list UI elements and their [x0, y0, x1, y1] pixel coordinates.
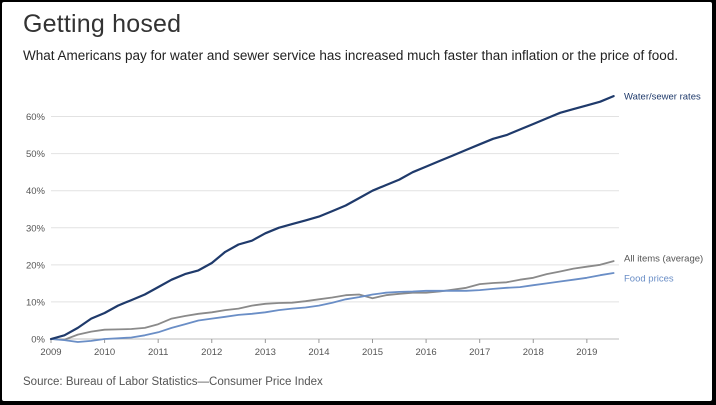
x-axis-ticks: 2009 2010 2011 2012 2013 2014 2015 2016 2017 2018… — [40, 339, 597, 358]
y-tick-label: 40% — [26, 186, 46, 197]
source-note: Source: Bureau of Labor Statistics—Consu… — [23, 376, 323, 388]
water-sewer-rates-line — [49, 95, 615, 341]
all-items-average-line — [50, 260, 615, 341]
y-tick-label: 30% — [26, 223, 46, 234]
series-lines — [49, 95, 615, 343]
chart-frame: Getting hosed What Americans pay for wat… — [2, 2, 712, 401]
y-tick-label: 10% — [26, 297, 46, 308]
x-tick-label: 2011 — [148, 347, 168, 358]
x-tick-label: 2014 — [308, 347, 329, 358]
y-tick-label: 60% — [26, 112, 46, 123]
x-tick-label: 2016 — [416, 347, 437, 358]
x-tick-label: 2017 — [469, 347, 490, 358]
x-tick-label: 2015 — [362, 347, 383, 358]
series-labels: Water/sewer rates All items (average) Food… — [624, 92, 703, 285]
x-tick-label: 2018 — [523, 347, 544, 358]
y-tick-label: 50% — [26, 149, 46, 160]
food-prices-label: Food prices — [624, 274, 674, 285]
gridlines — [51, 116, 619, 340]
x-tick-label: 2013 — [255, 347, 276, 358]
y-tick-label: 20% — [26, 260, 46, 271]
x-tick-label: 2012 — [201, 347, 222, 358]
x-tick-label: 2009 — [40, 347, 61, 358]
x-tick-label: 2019 — [576, 347, 597, 358]
page-subtitle: What Americans pay for water and sewer s… — [23, 48, 679, 63]
y-axis-ticks: 0% 10% 20% 30% 40% 50% 60% — [26, 112, 46, 345]
all-items-average-label: All items (average) — [624, 254, 703, 265]
line-chart: 0% 10% 20% 30% 40% 50% 60% 2009 2010 2011 2012 201… — [26, 92, 703, 358]
water-sewer-rates-label: Water/sewer rates — [624, 92, 701, 103]
page-title: Getting hosed — [23, 10, 182, 38]
food-prices-line — [50, 272, 615, 343]
y-tick-label: 0% — [31, 335, 45, 346]
x-tick-label: 2010 — [94, 347, 115, 358]
